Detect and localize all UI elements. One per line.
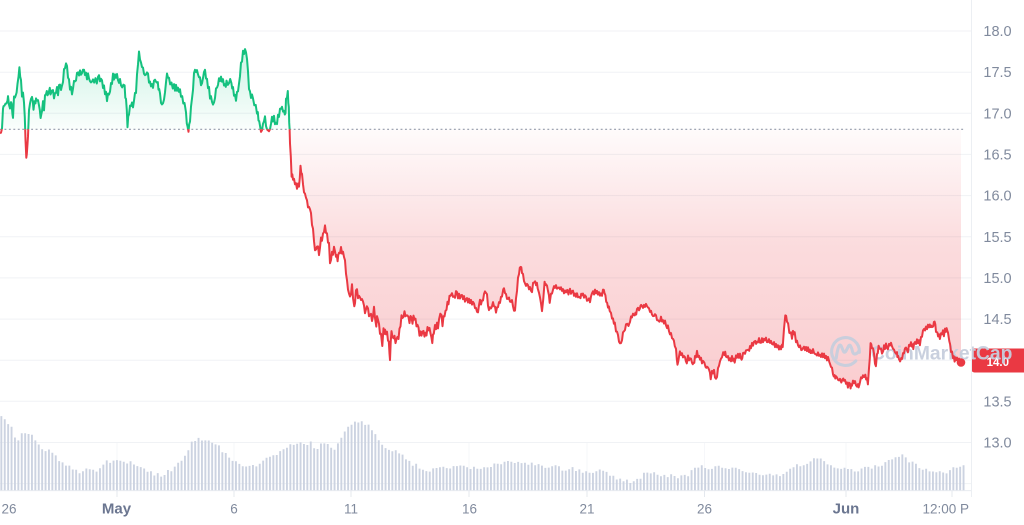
svg-text:12:00 P: 12:00 P xyxy=(923,502,970,517)
svg-text:15.5: 15.5 xyxy=(983,230,1011,246)
svg-text:14.0: 14.0 xyxy=(987,357,1009,369)
svg-text:26: 26 xyxy=(697,502,712,517)
svg-text:17.0: 17.0 xyxy=(983,106,1011,122)
svg-text:17.5: 17.5 xyxy=(983,65,1011,81)
svg-text:26: 26 xyxy=(1,502,16,517)
svg-text:16.5: 16.5 xyxy=(983,148,1011,164)
svg-text:May: May xyxy=(102,501,132,518)
svg-text:16: 16 xyxy=(462,502,477,517)
svg-text:6: 6 xyxy=(230,502,238,517)
svg-text:Jun: Jun xyxy=(833,501,860,518)
svg-text:13.0: 13.0 xyxy=(983,436,1011,452)
svg-text:14.5: 14.5 xyxy=(983,312,1011,328)
svg-text:15.0: 15.0 xyxy=(983,271,1011,287)
svg-text:21: 21 xyxy=(579,502,594,517)
svg-text:11: 11 xyxy=(344,502,358,517)
svg-text:16.0: 16.0 xyxy=(983,189,1011,205)
svg-text:18.0: 18.0 xyxy=(983,24,1011,40)
svg-text:13.5: 13.5 xyxy=(983,394,1011,410)
